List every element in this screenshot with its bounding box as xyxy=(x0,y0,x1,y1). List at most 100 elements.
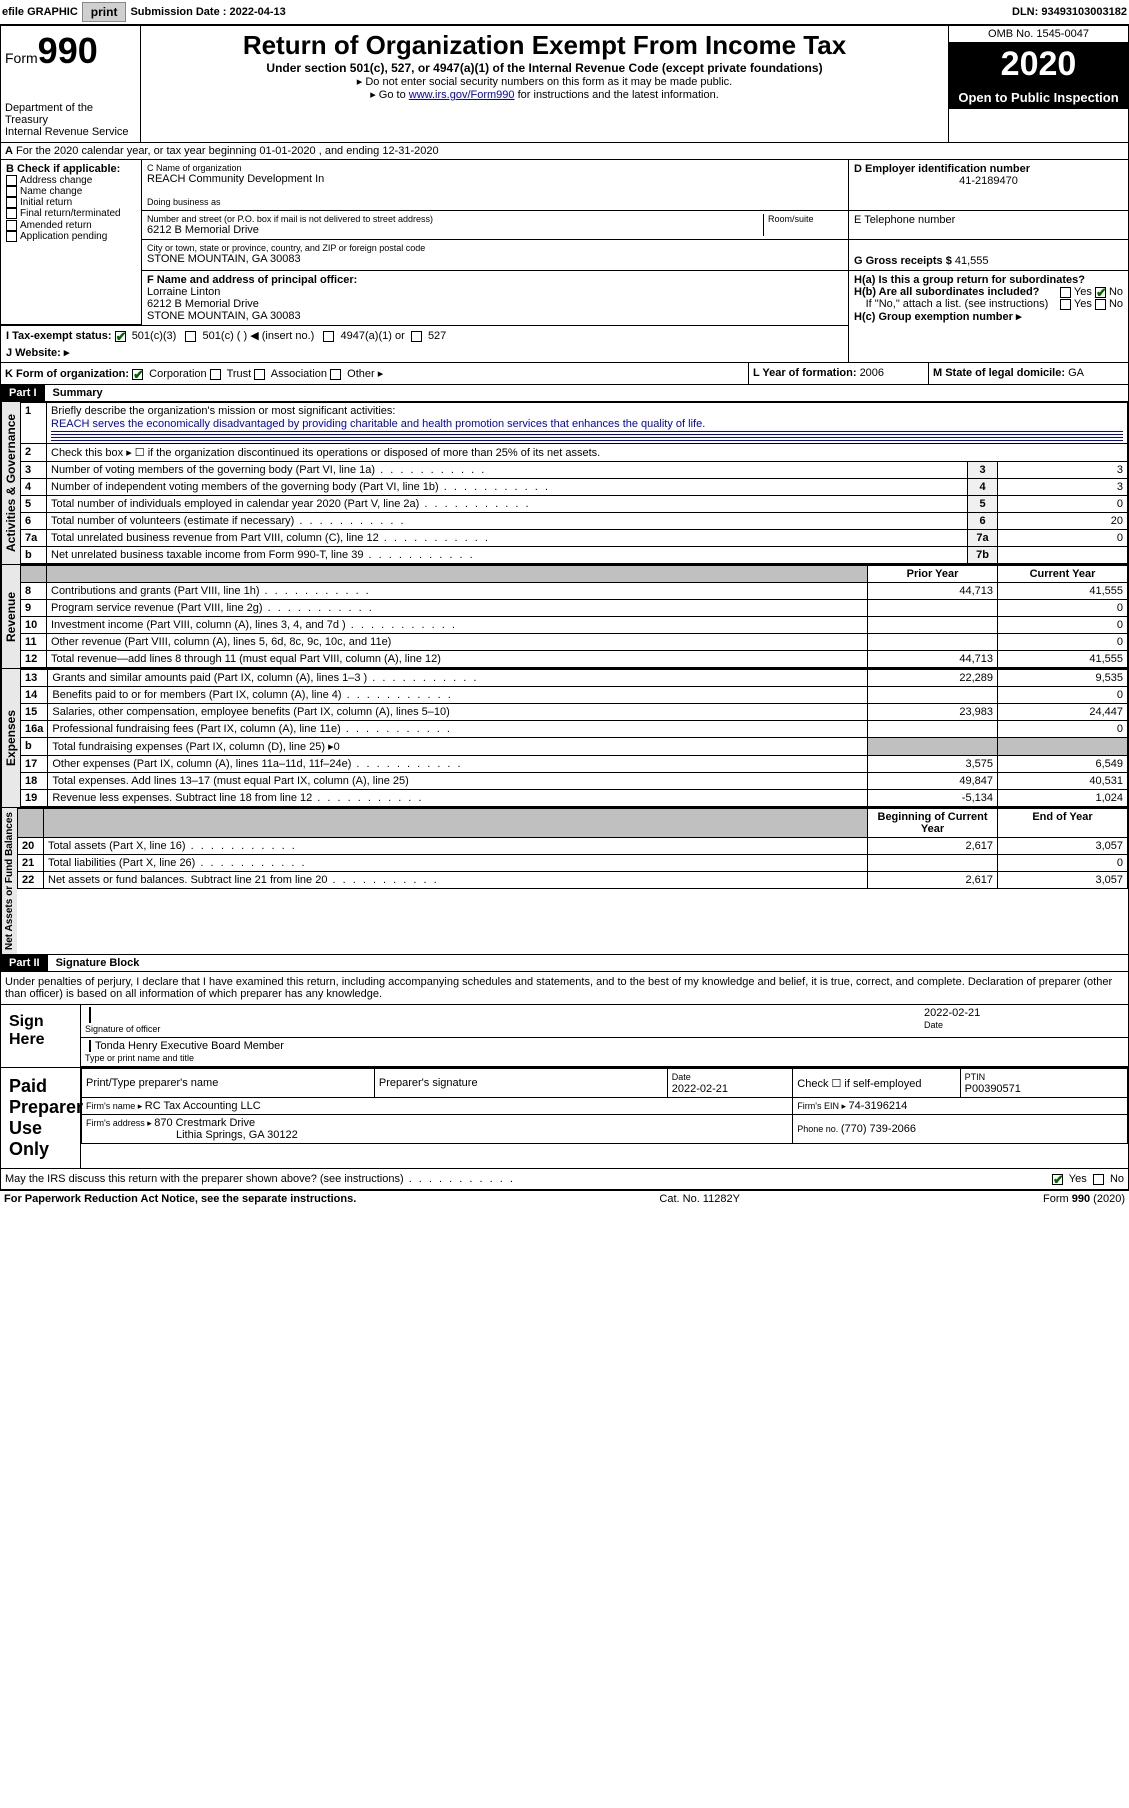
firm-name: RC Tax Accounting LLC xyxy=(145,1100,261,1112)
line21-curr: 0 xyxy=(998,855,1128,872)
line20-label: Total assets (Part X, line 16) xyxy=(44,838,868,855)
cat-no: Cat. No. 11282Y xyxy=(659,1193,740,1205)
box-c-name: C Name of organization REACH Community D… xyxy=(141,160,848,211)
line21-prior xyxy=(868,855,998,872)
line16b-label: Total fundraising expenses (Part IX, col… xyxy=(48,738,868,756)
ptin-value: P00390571 xyxy=(965,1083,1021,1095)
box-j-website: J Website: ▸ xyxy=(6,347,69,359)
part1-badge: Part I xyxy=(1,385,45,401)
top-bar: efile GRAPHIC print Submission Date : 20… xyxy=(0,0,1129,25)
box-l-year: L Year of formation: 2006 xyxy=(748,363,928,384)
part2-title: Signature Block xyxy=(48,955,148,971)
identity-grid: B Check if applicable: Address change Na… xyxy=(0,160,1129,363)
line13-label: Grants and similar amounts paid (Part IX… xyxy=(48,670,868,687)
check-other-org[interactable] xyxy=(330,369,341,380)
line4-val: 3 xyxy=(998,479,1128,496)
line7a-val: 0 xyxy=(998,530,1128,547)
discuss-no[interactable] xyxy=(1093,1174,1104,1185)
line13-prior: 22,289 xyxy=(868,670,998,687)
end-year-head: End of Year xyxy=(998,809,1128,838)
check-final-return[interactable]: Final return/terminated xyxy=(6,208,136,219)
print-button[interactable]: print xyxy=(82,2,127,22)
check-application-pending[interactable]: Application pending xyxy=(6,231,136,242)
line14-label: Benefits paid to or for members (Part IX… xyxy=(48,687,868,704)
box-c-city: City or town, state or province, country… xyxy=(141,240,848,271)
check-527[interactable] xyxy=(411,331,422,342)
box-g-receipts: G Gross receipts $ 41,555 xyxy=(848,240,1128,271)
header-note2: ▸ Go to www.irs.gov/Form990 for instruct… xyxy=(145,88,944,101)
line15-prior: 23,983 xyxy=(868,704,998,721)
box-e-phone: E Telephone number xyxy=(848,211,1128,240)
line6-label: Total number of volunteers (estimate if … xyxy=(47,513,968,530)
sig-date-label: Date xyxy=(924,1020,943,1030)
line19-label: Revenue less expenses. Subtract line 18 … xyxy=(48,790,868,807)
check-name-change[interactable]: Name change xyxy=(6,186,136,197)
row-klm: K Form of organization: Corporation Trus… xyxy=(0,363,1129,385)
side-netassets: Net Assets or Fund Balances xyxy=(1,808,17,954)
check-initial-return[interactable]: Initial return xyxy=(6,197,136,208)
paperwork-notice: For Paperwork Reduction Act Notice, see … xyxy=(4,1193,356,1205)
box-d-ein: D Employer identification number 41-2189… xyxy=(848,160,1128,211)
header-note1: ▸ Do not enter social security numbers o… xyxy=(145,75,944,88)
line3-val: 3 xyxy=(998,462,1128,479)
check-501c[interactable] xyxy=(185,331,196,342)
form-footer: Form 990 (2020) xyxy=(1043,1193,1125,1205)
tax-year: 2020 xyxy=(949,43,1128,86)
begin-year-head: Beginning of Current Year xyxy=(868,809,998,838)
perjury-text: Under penalties of perjury, I declare th… xyxy=(0,972,1129,1005)
line7a-label: Total unrelated business revenue from Pa… xyxy=(47,530,968,547)
line16a-prior xyxy=(868,721,998,738)
sig-date: 2022-02-21 xyxy=(924,1007,1124,1019)
box-h-group: H(a) Is this a group return for subordin… xyxy=(848,271,1128,362)
line9-label: Program service revenue (Part VIII, line… xyxy=(47,600,868,617)
prep-date: 2022-02-21 xyxy=(672,1083,728,1095)
line18-curr: 40,531 xyxy=(998,773,1128,790)
line16a-label: Professional fundraising fees (Part IX, … xyxy=(48,721,868,738)
form990-link[interactable]: www.irs.gov/Form990 xyxy=(409,89,515,101)
line11-prior xyxy=(868,634,998,651)
line22-label: Net assets or fund balances. Subtract li… xyxy=(44,872,868,889)
line6-val: 20 xyxy=(998,513,1128,530)
check-501c3[interactable] xyxy=(115,331,126,342)
check-corporation[interactable] xyxy=(132,369,143,380)
sig-officer-label: Signature of officer xyxy=(85,1024,160,1034)
check-address-change[interactable]: Address change xyxy=(6,175,136,186)
line10-prior xyxy=(868,617,998,634)
line12-label: Total revenue—add lines 8 through 11 (mu… xyxy=(47,651,868,668)
check-trust[interactable] xyxy=(210,369,221,380)
line8-curr: 41,555 xyxy=(998,583,1128,600)
line18-prior: 49,847 xyxy=(868,773,998,790)
line20-prior: 2,617 xyxy=(868,838,998,855)
line2-discontinued: Check this box ▸ ☐ if the organization d… xyxy=(47,444,1128,462)
line10-label: Investment income (Part VIII, column (A)… xyxy=(47,617,868,634)
line8-prior: 44,713 xyxy=(868,583,998,600)
check-self-employed[interactable]: Check ☐ if self-employed xyxy=(793,1069,960,1098)
box-f-officer: F Name and address of principal officer:… xyxy=(141,271,848,325)
line13-curr: 9,535 xyxy=(998,670,1128,687)
box-b-checks: B Check if applicable: Address change Na… xyxy=(1,160,141,325)
line17-curr: 6,549 xyxy=(998,756,1128,773)
footer-row: For Paperwork Reduction Act Notice, see … xyxy=(0,1190,1129,1207)
line15-label: Salaries, other compensation, employee b… xyxy=(48,704,868,721)
line10-curr: 0 xyxy=(998,617,1128,634)
check-4947[interactable] xyxy=(323,331,334,342)
activities-section: Activities & Governance 1 Briefly descri… xyxy=(0,402,1129,565)
side-revenue: Revenue xyxy=(1,565,20,668)
section-a-tax-year: A For the 2020 calendar year, or tax yea… xyxy=(0,143,1129,160)
check-association[interactable] xyxy=(254,369,265,380)
form-subtitle: Under section 501(c), 527, or 4947(a)(1)… xyxy=(145,61,944,75)
discuss-yes[interactable] xyxy=(1052,1174,1063,1185)
line18-label: Total expenses. Add lines 13–17 (must eq… xyxy=(48,773,868,790)
check-amended-return[interactable]: Amended return xyxy=(6,220,136,231)
prior-year-head: Prior Year xyxy=(868,566,998,583)
line19-curr: 1,024 xyxy=(998,790,1128,807)
submission-label: Submission Date : 2022-04-13 xyxy=(130,6,285,18)
line9-curr: 0 xyxy=(998,600,1128,617)
firm-addr2: Lithia Springs, GA 30122 xyxy=(176,1129,298,1141)
line5-val: 0 xyxy=(998,496,1128,513)
form-number: Form990 xyxy=(5,30,136,72)
preparer-block: Paid Preparer Use Only Print/Type prepar… xyxy=(0,1068,1129,1169)
line7b-val xyxy=(998,547,1128,564)
preparer-label: Paid Preparer Use Only xyxy=(1,1068,81,1168)
line20-curr: 3,057 xyxy=(998,838,1128,855)
